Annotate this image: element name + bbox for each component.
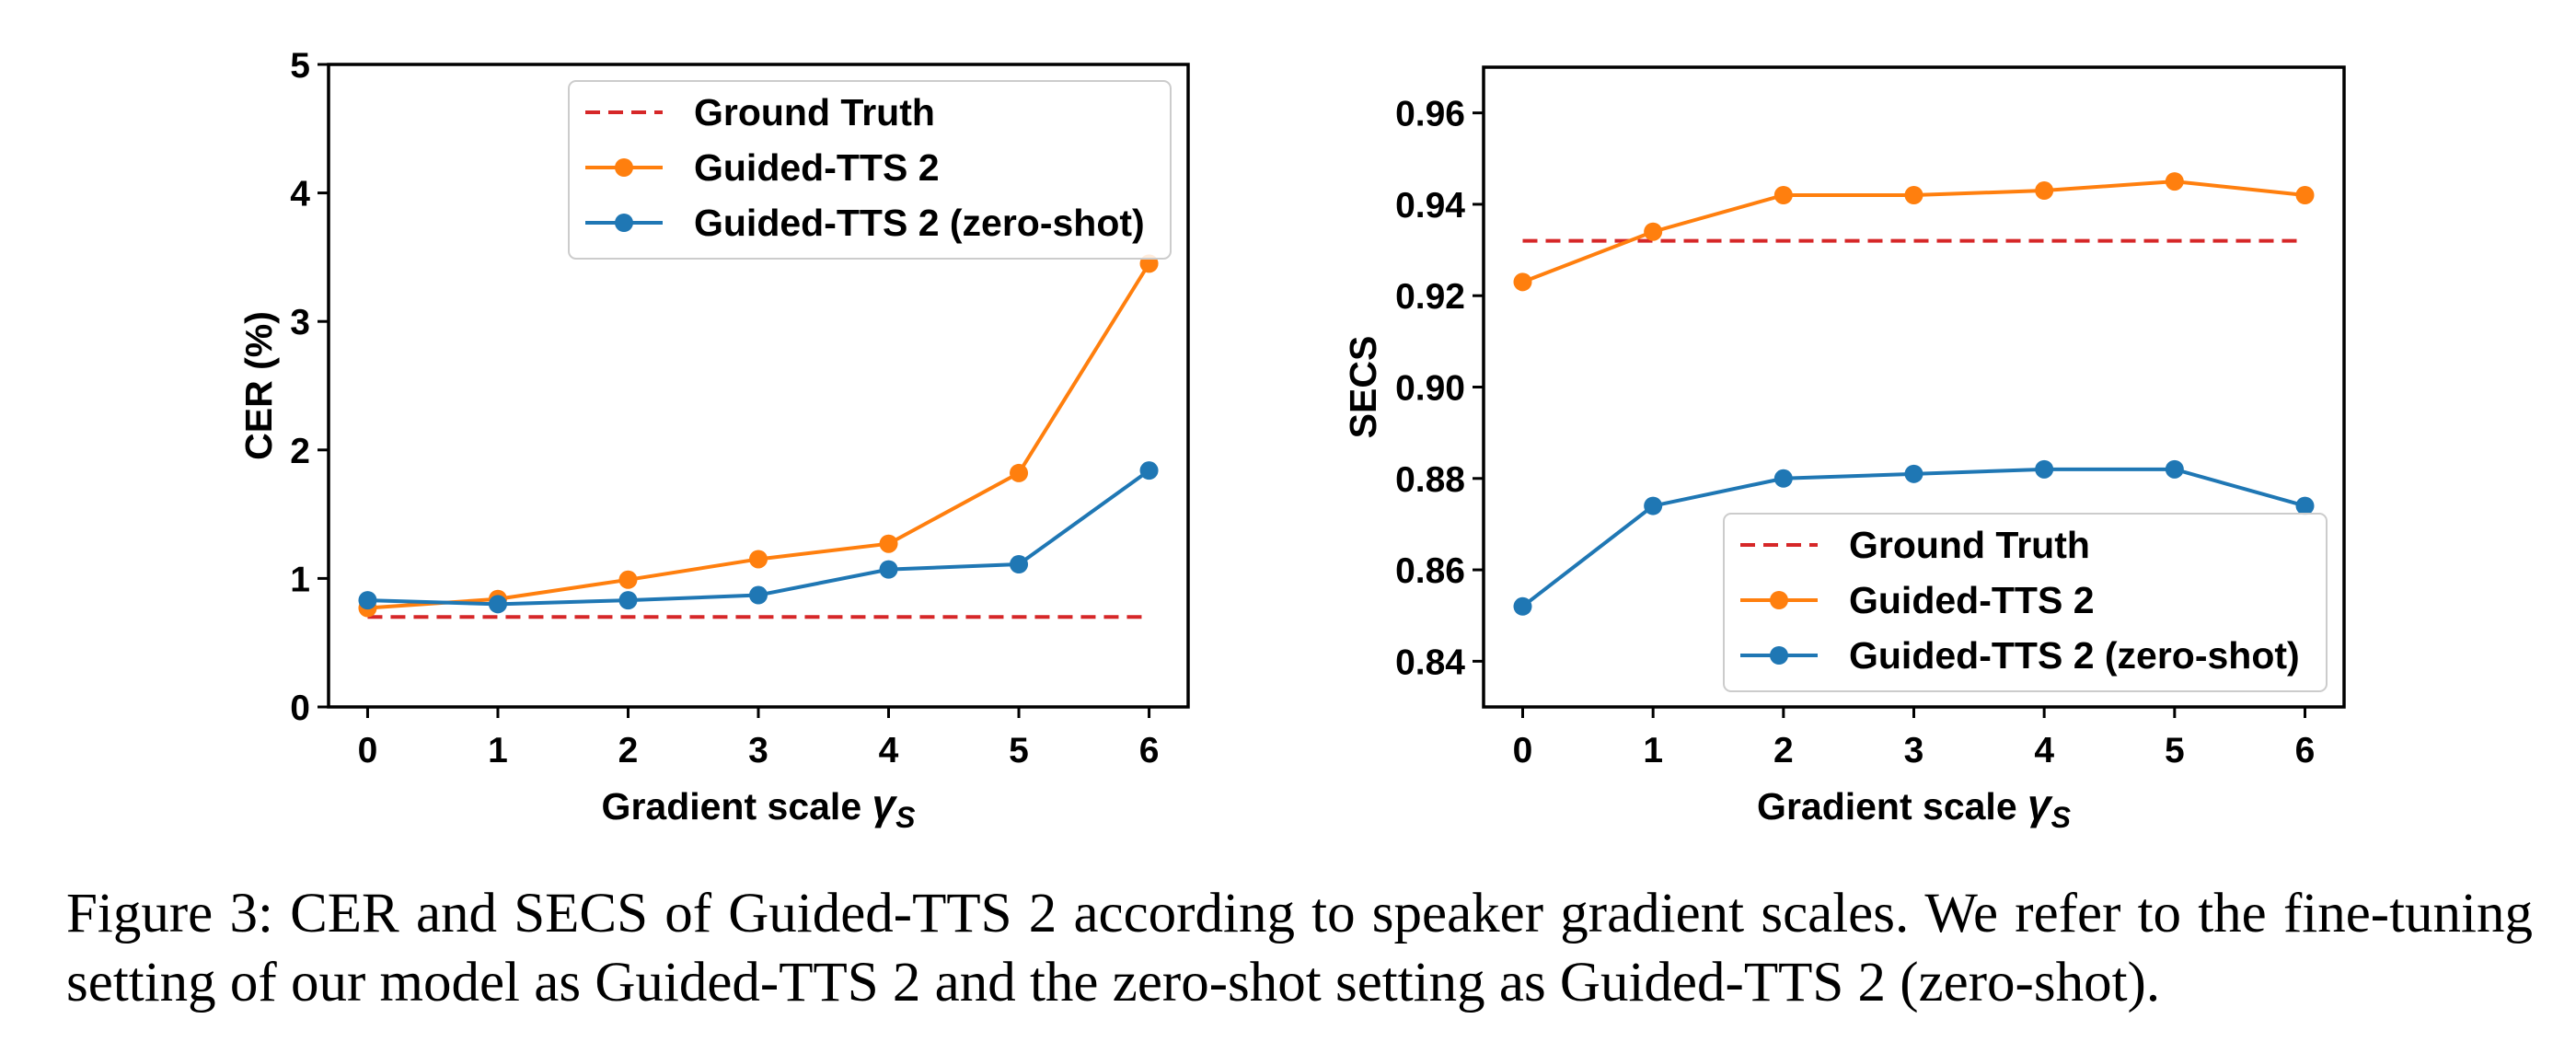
- legend-label: Guided-TTS 2 (zero-shot): [1849, 634, 2300, 677]
- y-tick-label: 4: [290, 175, 310, 214]
- y-tick-label: 0.92: [1395, 277, 1465, 317]
- legend-box: [568, 80, 1172, 260]
- y-tick-label: 0.94: [1395, 186, 1465, 226]
- y-tick-label: 0.96: [1395, 95, 1465, 134]
- legend-marker: [615, 158, 633, 177]
- y-tick-label: 0.90: [1395, 369, 1465, 409]
- series-guided-tts-2-zero-shot-line: [367, 469, 1150, 607]
- series-guided-tts-2-point: [749, 550, 768, 569]
- series-guided-tts-2-zero-shot-point: [1773, 469, 1793, 488]
- chart-1: 0 1 2 3 4 5 0 1 2 3 4 5 6 Gradient scale γS CER (%) Gro…: [237, 46, 1190, 834]
- x-tick-label: 0: [358, 731, 378, 770]
- legend-label: Guided-TTS 2: [694, 146, 940, 189]
- y-axis-label: CER (%): [237, 311, 280, 460]
- legend-marker: [1770, 646, 1788, 665]
- y-tick-label: 0: [290, 689, 310, 728]
- series-guided-tts-2-point: [879, 534, 898, 553]
- x-tick-label: 3: [748, 731, 768, 770]
- y-tick-label: 5: [290, 46, 310, 86]
- series-guided-tts-2-zero-shot-point: [618, 591, 638, 610]
- series-guided-tts-2-point: [1773, 186, 1793, 204]
- x-axis-label: Gradient scale γS: [1757, 781, 2072, 834]
- y-tick-label: 3: [290, 303, 310, 342]
- chart-2: 0.84 0.86 0.88 0.90 0.92 0.94 0.96 0 1 2 3 4 5 6 Gradi…: [1342, 65, 2346, 834]
- series-guided-tts-2-point: [2035, 181, 2054, 201]
- legend-label: Ground Truth: [1849, 524, 2090, 566]
- series-guided-tts-2-zero-shot-point: [1513, 596, 1532, 616]
- legend-label: Ground Truth: [694, 91, 935, 133]
- series-guided-tts-2-point: [618, 570, 638, 589]
- legend: Ground Truth Guided-TTS 2 Guided-TTS 2 (ze…: [568, 80, 1172, 260]
- series-guided-tts-2-point: [1010, 463, 1029, 482]
- series-guided-tts-2-zero-shot-point: [879, 560, 898, 579]
- x-tick-label: 6: [2295, 731, 2316, 770]
- y-axis-label: SECS: [1342, 336, 1384, 439]
- y-tick-label: 1: [290, 560, 310, 599]
- legend: Ground Truth Guided-TTS 2 Guided-TTS 2 (ze…: [1723, 513, 2328, 692]
- x-tick-label: 5: [2165, 731, 2185, 770]
- legend-label: Guided-TTS 2 (zero-shot): [694, 202, 1145, 244]
- series-guided-tts-2-point: [2165, 172, 2184, 191]
- legend-marker: [1770, 591, 1788, 609]
- series-guided-tts-2-zero-shot-point: [358, 591, 377, 610]
- series-guided-tts-2-zero-shot-point: [1904, 464, 1923, 483]
- x-axis-label: Gradient scale γS: [602, 781, 917, 834]
- series-guided-tts-2-zero-shot-point: [2295, 496, 2315, 515]
- series-guided-tts-2-point: [2295, 186, 2315, 204]
- series-guided-tts-2-point: [1904, 186, 1923, 204]
- series-guided-tts-2-zero-shot-point: [2035, 459, 2054, 479]
- y-tick-label: 0.88: [1395, 460, 1465, 500]
- y-tick-label: 0.84: [1395, 643, 1465, 682]
- series-guided-tts-2-zero-shot-point: [488, 595, 507, 614]
- y-tick-label: 2: [290, 432, 310, 471]
- figure: 0 1 2 3 4 5 0 1 2 3 4 5 6 Gradient scale γS CER (%) Gro…: [237, 46, 2346, 834]
- series-guided-tts-2-zero-shot-point: [2165, 459, 2184, 479]
- legend-box: [1723, 513, 2328, 692]
- x-tick-label: 1: [1643, 731, 1663, 770]
- figure-caption: Figure 3: CER and SECS of Guided-TTS 2 a…: [66, 883, 2533, 1013]
- series-guided-tts-2-zero-shot-point: [1644, 496, 1663, 515]
- x-tick-label: 1: [488, 731, 508, 770]
- x-tick-label: 4: [2034, 731, 2054, 770]
- legend-marker: [615, 214, 633, 232]
- y-tick-label: 0.86: [1395, 551, 1465, 591]
- x-tick-label: 2: [1773, 731, 1794, 770]
- series-guided-tts-2-zero-shot-point: [1139, 461, 1159, 480]
- legend-label: Guided-TTS 2: [1849, 579, 2095, 621]
- series-guided-tts-2-point: [1513, 272, 1532, 292]
- x-tick-label: 4: [879, 731, 899, 770]
- x-tick-label: 6: [1139, 731, 1160, 770]
- x-tick-label: 3: [1904, 731, 1924, 770]
- x-tick-label: 2: [618, 731, 639, 770]
- x-tick-label: 5: [1009, 731, 1029, 770]
- series-guided-tts-2-zero-shot-point: [1010, 555, 1029, 574]
- series-guided-tts-2-zero-shot-point: [749, 585, 768, 605]
- series-guided-tts-2-point: [1644, 222, 1663, 241]
- x-tick-label: 0: [1513, 731, 1533, 770]
